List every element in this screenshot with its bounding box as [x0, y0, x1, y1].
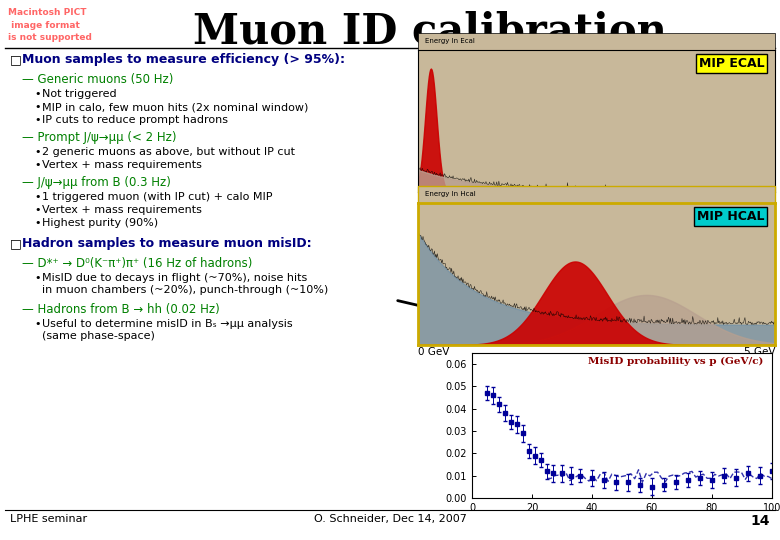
Text: MIP HCAL: MIP HCAL	[697, 210, 764, 223]
Text: O. Schneider, Dec 14, 2007: O. Schneider, Dec 14, 2007	[314, 514, 466, 524]
Text: — D*⁺ → D⁰(K⁻π⁺)π⁺ (16 Hz of hadrons): — D*⁺ → D⁰(K⁻π⁺)π⁺ (16 Hz of hadrons)	[22, 257, 253, 270]
Text: (same phase-space): (same phase-space)	[42, 331, 155, 341]
Text: 0 GeV: 0 GeV	[418, 347, 449, 357]
Bar	[418, 33, 775, 50]
Text: MIP ECAL: MIP ECAL	[699, 57, 764, 70]
Text: Vertex + mass requirements: Vertex + mass requirements	[42, 160, 202, 170]
Text: •: •	[34, 89, 41, 99]
Text: All rates quoted at nominal luminosity: All rates quoted at nominal luminosity	[586, 40, 775, 49]
Text: •: •	[34, 192, 41, 202]
Text: in muon chambers (~20%), punch-through (~10%): in muon chambers (~20%), punch-through (…	[42, 285, 328, 295]
Text: •: •	[34, 319, 41, 329]
Text: MisID due to decays in flight (~70%), noise hits: MisID due to decays in flight (~70%), no…	[42, 273, 307, 283]
Text: •: •	[34, 115, 41, 125]
Text: •: •	[34, 102, 41, 112]
Text: •: •	[34, 147, 41, 157]
Text: Not triggered: Not triggered	[42, 89, 117, 99]
Text: Highest purity (90%): Highest purity (90%)	[42, 218, 158, 228]
Text: MisID probability vs p (GeV/c): MisID probability vs p (GeV/c)	[587, 357, 763, 367]
Text: •: •	[34, 205, 41, 215]
Text: 5 GeV: 5 GeV	[743, 194, 775, 204]
Text: Energy In Hcal: Energy In Hcal	[425, 192, 476, 198]
Text: Vertex + mass requirements: Vertex + mass requirements	[42, 205, 202, 215]
Text: •: •	[34, 218, 41, 228]
Bar	[418, 186, 775, 203]
Text: •: •	[34, 160, 41, 170]
Text: Muon samples to measure efficiency (> 95%):: Muon samples to measure efficiency (> 95…	[22, 53, 345, 66]
Text: 2 generic muons as above, but without IP cut: 2 generic muons as above, but without IP…	[42, 147, 295, 157]
Text: IP cuts to reduce prompt hadrons: IP cuts to reduce prompt hadrons	[42, 115, 228, 125]
Text: 14: 14	[750, 514, 770, 528]
Text: — Generic muons (50 Hz): — Generic muons (50 Hz)	[22, 73, 173, 86]
Text: — J/ψ→μμ from B (0.3 Hz): — J/ψ→μμ from B (0.3 Hz)	[22, 176, 171, 189]
Text: — Hadrons from B → hh (0.02 Hz): — Hadrons from B → hh (0.02 Hz)	[22, 303, 220, 316]
Text: Energy In Ecal: Energy In Ecal	[425, 38, 475, 44]
Text: Useful to determine misID in Bₛ →μμ analysis: Useful to determine misID in Bₛ →μμ anal…	[42, 319, 292, 329]
Text: □: □	[10, 53, 22, 66]
Text: Hadron samples to measure muon misID:: Hadron samples to measure muon misID:	[22, 237, 312, 250]
Text: •: •	[34, 273, 41, 283]
Text: 0 GeV: 0 GeV	[418, 194, 449, 204]
Text: MIP in calo, few muon hits (2x nominal window): MIP in calo, few muon hits (2x nominal w…	[42, 102, 308, 112]
Text: — Prompt J/ψ→μμ (< 2 Hz): — Prompt J/ψ→μμ (< 2 Hz)	[22, 131, 176, 144]
Text: Macintosh PICT
 image format
is not supported: Macintosh PICT image format is not suppo…	[8, 8, 92, 42]
Text: LPHE seminar: LPHE seminar	[10, 514, 87, 524]
Text: Muon ID calibration: Muon ID calibration	[193, 10, 667, 52]
Text: □: □	[10, 237, 22, 250]
Text: 1 triggered muon (with IP cut) + calo MIP: 1 triggered muon (with IP cut) + calo MI…	[42, 192, 272, 202]
Text: 5 GeV: 5 GeV	[743, 347, 775, 357]
